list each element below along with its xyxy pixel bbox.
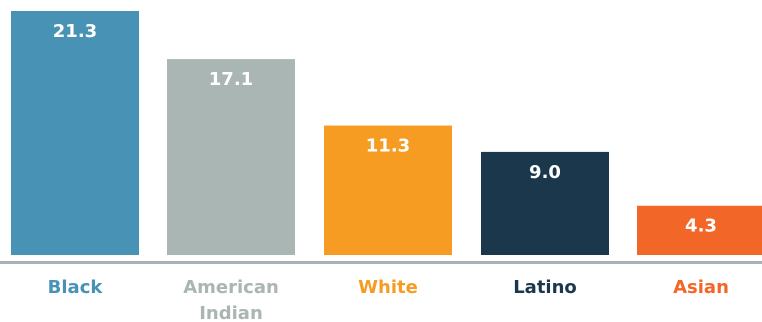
bar-value-label: 9.0 [529, 162, 561, 183]
bar-value-label: 21.3 [53, 21, 97, 42]
bar-black [11, 11, 139, 255]
bar-value-label: 17.1 [209, 69, 253, 90]
x-tick-label-line: Indian [199, 303, 263, 322]
bar-latino [481, 151, 609, 255]
x-tick-label-line: Latino [513, 277, 577, 298]
x-tick-label-line: Black [48, 277, 104, 298]
x-tick-label: White [358, 277, 418, 298]
bar-american-indian [167, 59, 295, 256]
bar-asian [637, 205, 762, 255]
x-tick-label: Latino [513, 277, 577, 298]
x-tick-label: Black [48, 277, 104, 298]
x-tick-label: Asian [673, 277, 729, 298]
x-tick-label: American Indian [183, 277, 279, 322]
x-tick-label-line: American [183, 277, 279, 298]
x-axis-baseline [0, 261, 762, 264]
bar-white [324, 125, 452, 256]
x-tick-label-line: Asian [673, 277, 729, 298]
bar-value-label: 11.3 [366, 136, 410, 157]
x-tick-label-line: White [358, 277, 418, 298]
bar-value-label: 4.3 [685, 216, 717, 237]
